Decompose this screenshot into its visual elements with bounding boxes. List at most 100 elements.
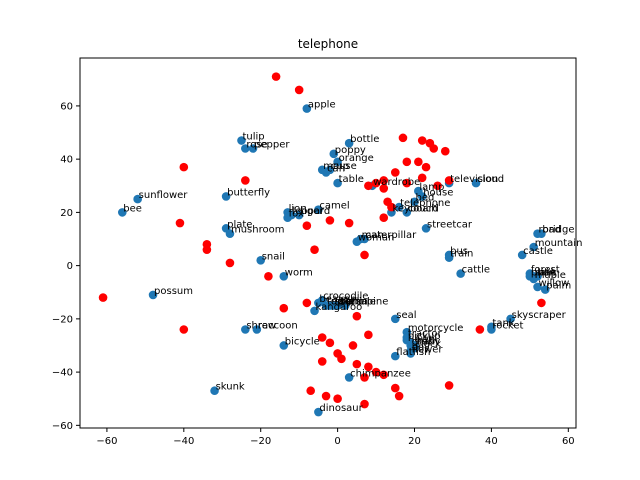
labeled-point xyxy=(283,213,292,223)
point-label: television xyxy=(450,174,498,185)
unlabeled-point xyxy=(321,391,331,401)
labeled-point xyxy=(410,341,419,350)
point-label: dinosaur xyxy=(319,403,363,414)
labeled-point xyxy=(325,165,335,175)
point-label: seal xyxy=(396,310,416,321)
point-label: crocodile xyxy=(323,291,368,302)
point-label: possum xyxy=(154,286,193,297)
labeled-point xyxy=(517,250,527,260)
unlabeled-point xyxy=(333,394,342,404)
point-label: leopard xyxy=(292,206,330,217)
point-label: poppy xyxy=(335,145,366,156)
labeled-point xyxy=(117,208,127,217)
labeled-point xyxy=(221,192,231,201)
x-tick-label: 0 xyxy=(334,436,340,447)
unlabeled-point xyxy=(360,373,369,382)
x-tick-label: 60 xyxy=(562,436,575,447)
point-label: bicycle xyxy=(285,336,320,347)
labeled-point xyxy=(148,290,158,300)
labeled-point xyxy=(210,386,219,396)
unlabeled-point xyxy=(387,202,396,212)
labeled-point xyxy=(394,202,404,212)
unlabeled-point xyxy=(444,381,454,390)
point-label: tiger xyxy=(300,206,324,217)
y-tick-label: −60 xyxy=(52,421,73,432)
point-label: orange xyxy=(339,153,374,164)
labeled-point xyxy=(333,157,342,167)
point-label: plain xyxy=(531,267,555,278)
unlabeled-point xyxy=(264,271,273,281)
point-label: porcupine xyxy=(339,297,389,308)
labeled-point xyxy=(529,242,539,252)
labeled-point xyxy=(402,208,412,217)
unlabeled-point xyxy=(440,146,450,156)
labeled-point xyxy=(302,104,312,113)
labeled-point xyxy=(471,178,481,188)
unlabeled-point xyxy=(475,325,485,334)
unlabeled-point xyxy=(179,162,189,172)
point-label: bed xyxy=(416,193,435,204)
unlabeled-point xyxy=(402,157,412,167)
point-label: mouse xyxy=(323,161,357,172)
point-label: turtle xyxy=(327,297,354,308)
point-label: lamp xyxy=(419,182,444,193)
x-tick-label: 20 xyxy=(408,436,421,447)
point-label: sunflower xyxy=(139,190,189,201)
unlabeled-point xyxy=(364,181,373,191)
unlabeled-point xyxy=(390,383,400,393)
x-tick-label: −40 xyxy=(173,436,194,447)
point-label: snail xyxy=(262,251,285,262)
unlabeled-point xyxy=(352,311,362,321)
unlabeled-point xyxy=(417,173,427,183)
point-label: raccoon xyxy=(258,321,298,332)
point-label: bottle xyxy=(350,134,379,145)
labeled-point xyxy=(444,253,454,262)
unlabeled-point xyxy=(444,176,454,185)
unlabeled-point xyxy=(317,333,327,342)
x-tick-label: −20 xyxy=(250,436,271,447)
point-label: wardrobe xyxy=(373,177,420,188)
point-label: bee xyxy=(123,203,142,214)
labeled-point xyxy=(252,325,262,334)
point-label: baby xyxy=(416,336,441,347)
point-label: lawn xyxy=(412,334,435,345)
point-label: cattle xyxy=(462,265,490,276)
labeled-point xyxy=(344,373,354,382)
unlabeled-point xyxy=(306,386,315,396)
point-label: rocket xyxy=(492,321,523,332)
unlabeled-point xyxy=(371,367,381,377)
unlabeled-point xyxy=(337,354,346,364)
labeled-point xyxy=(310,306,319,316)
point-label: castle xyxy=(523,246,553,257)
labeled-point xyxy=(333,301,342,310)
unlabeled-point xyxy=(398,133,408,143)
point-label: dolphin xyxy=(331,297,368,308)
labeled-point xyxy=(329,149,339,159)
labeled-point xyxy=(241,144,250,153)
unlabeled-point xyxy=(360,399,369,409)
point-label: keyboard xyxy=(392,203,438,214)
labeled-point xyxy=(506,314,515,324)
labeled-point xyxy=(529,271,539,281)
point-label: mountain xyxy=(535,238,583,249)
unlabeled-point xyxy=(294,85,304,95)
labeled-point xyxy=(248,144,258,153)
y-tick-label: 0 xyxy=(67,261,73,272)
point-label: bus xyxy=(450,246,468,257)
unlabeled-point xyxy=(379,176,389,185)
y-tick-label: −20 xyxy=(52,314,73,325)
unlabeled-point xyxy=(417,136,427,145)
labeled-point xyxy=(410,197,419,207)
unlabeled-point xyxy=(202,245,212,254)
point-label: plate xyxy=(227,219,252,230)
point-label: apple xyxy=(308,100,336,111)
point-label: tulip xyxy=(242,132,264,143)
point-label: flatfish xyxy=(396,347,430,358)
y-tick-label: −40 xyxy=(52,368,73,379)
y-tick-label: 40 xyxy=(60,155,73,166)
labeled-point xyxy=(390,351,400,361)
point-label: shark xyxy=(335,297,363,308)
point-label: kangaroo xyxy=(316,302,363,313)
point-label: cloud xyxy=(477,174,504,185)
labeled-point xyxy=(390,314,400,324)
